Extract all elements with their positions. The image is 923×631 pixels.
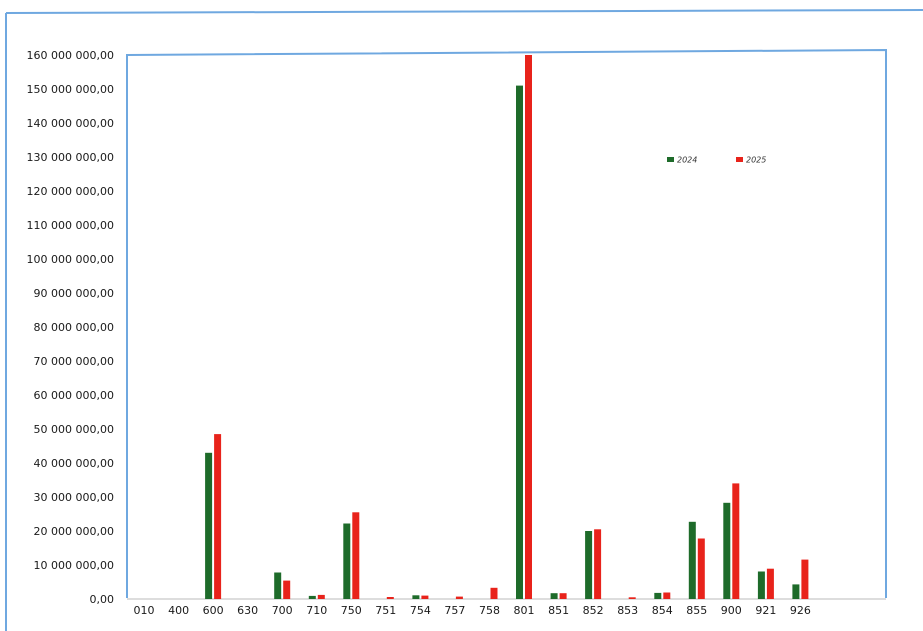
y-tick-label: 20 000 000,00 xyxy=(34,525,114,538)
x-tick-label: 710 xyxy=(306,604,327,617)
bar-2025-926 xyxy=(801,559,809,599)
x-tick-label: 926 xyxy=(790,604,811,617)
bar-2025-710 xyxy=(317,594,325,599)
y-tick-label: 0,00 xyxy=(90,593,115,606)
bar-2024-900 xyxy=(723,502,731,599)
x-tick-label: 750 xyxy=(341,604,362,617)
bar-2024-852 xyxy=(585,531,593,599)
legend: 2024 2025 xyxy=(667,156,766,165)
bar-2024-700 xyxy=(274,572,282,599)
y-tick-label: 110 000 000,00 xyxy=(27,219,114,232)
y-tick-label: 30 000 000,00 xyxy=(34,491,114,504)
y-tick-label: 60 000 000,00 xyxy=(34,389,114,402)
bar-2024-926 xyxy=(792,584,800,599)
y-tick-label: 120 000 000,00 xyxy=(27,185,114,198)
x-tick-label: 751 xyxy=(375,604,396,617)
bar-2025-801 xyxy=(525,55,532,599)
x-tick-label: 851 xyxy=(548,604,569,617)
bar-2025-750 xyxy=(352,512,360,599)
y-tick-label: 50 000 000,00 xyxy=(34,423,114,436)
bar-2025-854 xyxy=(663,592,671,599)
x-tick-label: 853 xyxy=(617,604,638,617)
x-tick-label: 600 xyxy=(203,604,224,617)
y-tick-label: 140 000 000,00 xyxy=(27,117,114,130)
bar-2025-855 xyxy=(697,538,705,599)
bar-2025-700 xyxy=(283,580,291,599)
x-tick-label: 855 xyxy=(686,604,707,617)
y-tick-label: 70 000 000,00 xyxy=(34,355,114,368)
y-tick-label: 90 000 000,00 xyxy=(34,287,114,300)
legend-swatch-2024 xyxy=(667,157,674,162)
x-tick-label: 852 xyxy=(583,604,604,617)
y-tick-label: 160 000 000,00 xyxy=(27,49,114,62)
bar-2024-851 xyxy=(550,593,558,599)
bar-2025-754 xyxy=(421,595,429,599)
legend-label-2024: 2024 xyxy=(677,156,697,165)
x-tick-label: 700 xyxy=(272,604,293,617)
bar-2025-921 xyxy=(766,568,774,599)
y-tick-label: 10 000 000,00 xyxy=(34,559,114,572)
y-tick-label: 40 000 000,00 xyxy=(34,457,114,470)
bar-2024-750 xyxy=(343,523,351,599)
bar-2025-757 xyxy=(455,596,463,599)
x-tick-label: 400 xyxy=(168,604,189,617)
bar-2025-853 xyxy=(628,597,636,599)
bar-2025-852 xyxy=(594,529,602,599)
bar-2024-754 xyxy=(412,595,420,599)
bar-2024-855 xyxy=(688,521,696,599)
x-tick-label: 801 xyxy=(514,604,535,617)
bar-2025-751 xyxy=(386,597,394,599)
bar-2025-900 xyxy=(732,483,740,599)
y-tick-label: 100 000 000,00 xyxy=(27,253,114,266)
x-tick-label: 757 xyxy=(444,604,465,617)
y-tick-label: 130 000 000,00 xyxy=(27,151,114,164)
x-tick-label: 010 xyxy=(134,604,155,617)
x-tick-label: 630 xyxy=(237,604,258,617)
x-tick-label: 921 xyxy=(755,604,776,617)
legend-swatch-2025 xyxy=(736,157,743,162)
bar-2025-851 xyxy=(559,593,567,599)
y-tick-label: 80 000 000,00 xyxy=(34,321,114,334)
bar-2025-600 xyxy=(214,434,222,599)
x-tick-label: 854 xyxy=(652,604,673,617)
bars xyxy=(205,55,809,600)
plot-area-frame xyxy=(126,48,887,598)
x-tick-label: 754 xyxy=(410,604,431,617)
bar-2024-854 xyxy=(654,592,662,599)
bar-2025-758 xyxy=(490,587,498,599)
y-tick-label: 150 000 000,00 xyxy=(27,83,114,96)
bar-2024-600 xyxy=(205,452,213,599)
bar-2024-710 xyxy=(308,595,316,599)
x-tick-label: 758 xyxy=(479,604,500,617)
bar-2024-921 xyxy=(757,571,765,599)
x-tick-label: 900 xyxy=(721,604,742,617)
x-axis-tick-labels: 010 400 600 630 700 710 750 751 754 757 758 801 851 8… xyxy=(134,604,811,617)
bar-2024-801 xyxy=(516,85,523,600)
legend-label-2025: 2025 xyxy=(746,156,766,165)
outer-frame-top xyxy=(5,9,923,14)
y-axis-tick-labels: 0,00 10 000 000,00 20 000 000,00 30 000 000… xyxy=(27,49,114,606)
